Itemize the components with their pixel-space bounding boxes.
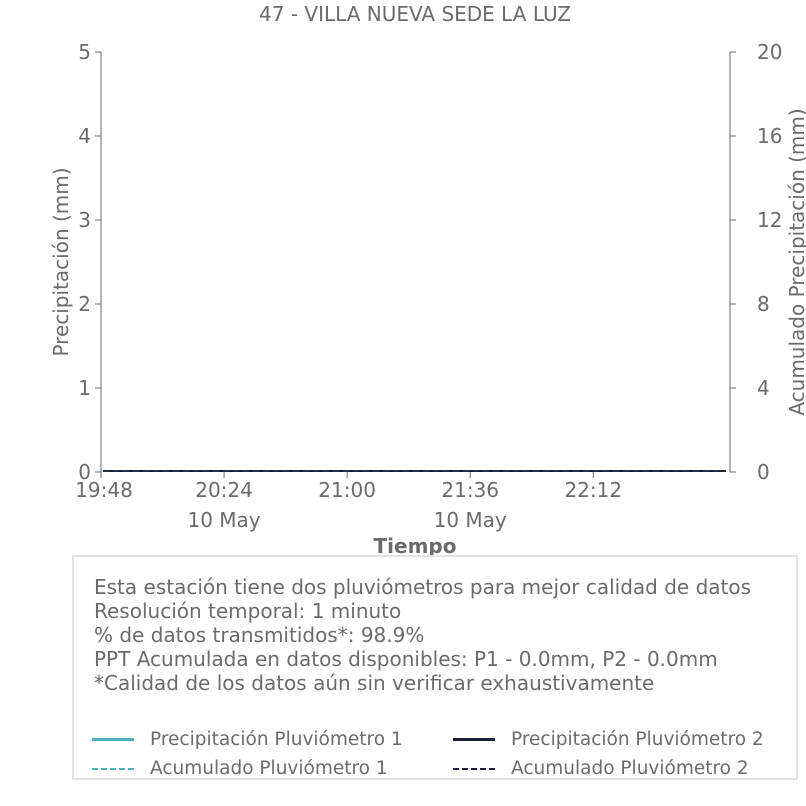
x-tick-label: 21:00 [318,478,376,502]
y2-axis-label: Acumulado Precipitación (mm) [785,108,806,415]
y2-tick-label: 16 [757,124,782,148]
chart-title: 47 - VILLA NUEVA SEDE LA LUZ [259,2,571,26]
x-axis-label: Tiempo [374,534,457,558]
x-tick-date-label: 10 May [434,508,507,532]
y2-tick-label: 4 [757,376,770,400]
legend-item-precip-1: Precipitación Pluviómetro 1 [92,729,403,750]
y-tick-label: 2 [78,292,91,316]
x-tick-label: 20:24 [195,478,253,502]
x-tick-label: 22:12 [564,478,622,502]
x-tick-date-label: 10 May [187,508,260,532]
legend-item-acum-1: Acumulado Pluviómetro 1 [92,758,388,779]
y2-tick-label: 8 [757,292,770,316]
legend-item-acum-2: Acumulado Pluviómetro 2 [453,758,749,779]
info-line-quality-note: *Calidad de los datos aún sin verificar … [94,671,655,695]
legend-label-precip-1: Precipitación Pluviómetro 1 [150,729,403,750]
y-tick-label: 3 [78,208,91,232]
y-tick-label: 5 [78,40,91,64]
x-tick-label: 19:48 [75,478,133,502]
info-line-stations: Esta estación tiene dos pluviómetros par… [94,575,752,599]
info-line-accumulated: PPT Acumulada en datos disponibles: P1 -… [94,647,718,671]
y2-tick-label: 12 [757,208,782,232]
y2-tick-label: 0 [757,460,770,484]
y-tick-label: 1 [78,376,91,400]
y2-tick-label: 20 [757,40,782,64]
info-line-resolution: Resolución temporal: 1 minuto [94,599,402,623]
y-tick-label: 0 [78,460,91,484]
y-axis-label: Precipitación (mm) [49,167,73,356]
x-tick-label: 21:36 [441,478,499,502]
legend-label-acum-2: Acumulado Pluviómetro 2 [511,758,749,779]
y-tick-label: 4 [78,124,91,148]
legend: Precipitación Pluviómetro 1 Precipitació… [92,729,792,789]
legend-swatch-acum-2 [453,767,495,770]
info-box: Esta estación tiene dos pluviómetros par… [72,555,798,780]
info-lines: Esta estación tiene dos pluviómetros par… [94,575,751,695]
legend-swatch-precip-2 [453,738,495,741]
legend-label-acum-1: Acumulado Pluviómetro 1 [150,758,388,779]
info-line-transmitted: % de datos transmitidos*: 98.9% [94,623,425,647]
legend-item-precip-2: Precipitación Pluviómetro 2 [453,729,764,750]
legend-swatch-acum-1 [92,767,134,770]
legend-swatch-precip-1 [92,738,134,741]
legend-label-precip-2: Precipitación Pluviómetro 2 [511,729,764,750]
